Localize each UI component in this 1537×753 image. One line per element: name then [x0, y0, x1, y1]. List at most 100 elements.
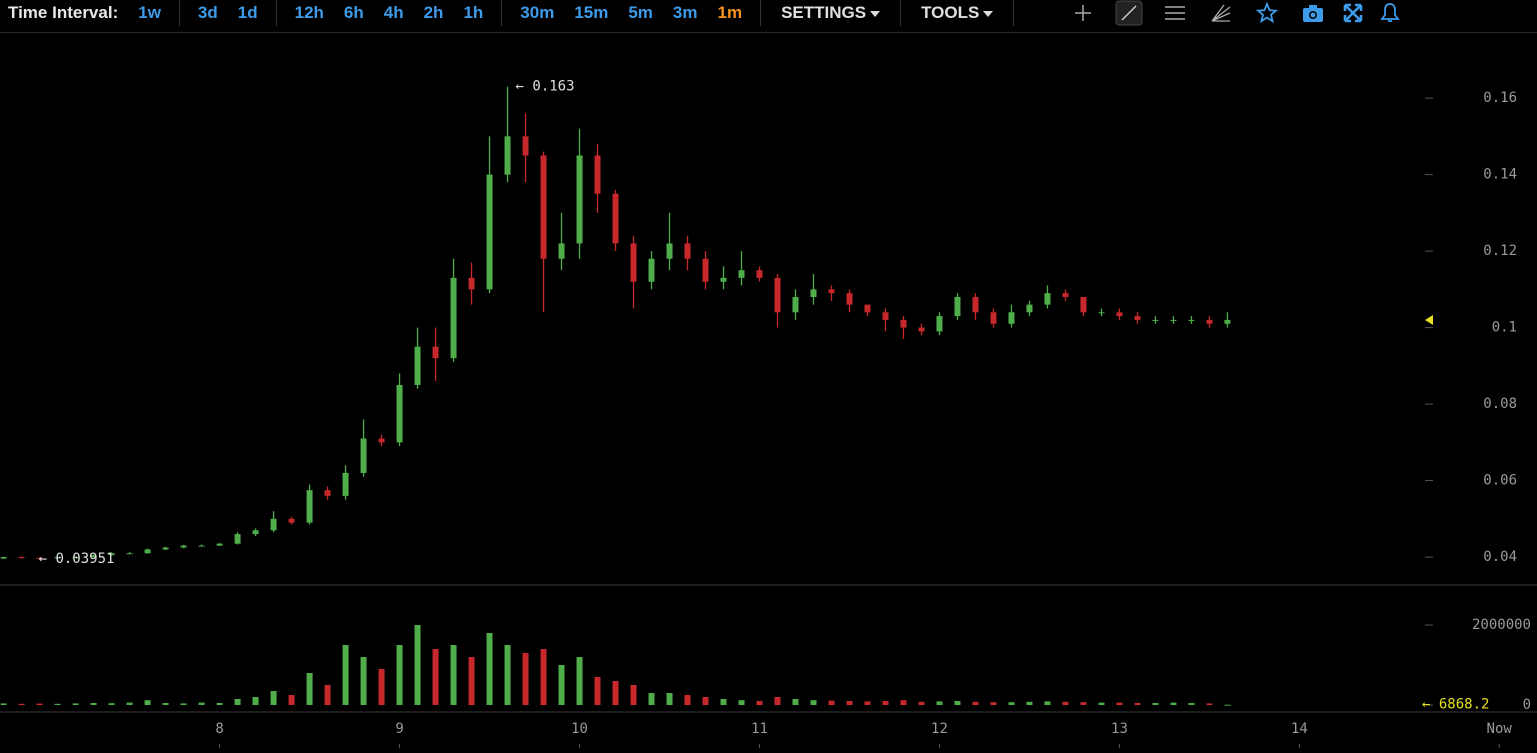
- volume-bar: [954, 701, 961, 705]
- interval-button[interactable]: 1w: [138, 3, 161, 22]
- volume-bar: [450, 645, 457, 705]
- line-tool-button[interactable]: [1106, 0, 1152, 26]
- fan-tool-button[interactable]: [1198, 3, 1244, 23]
- x-tick-label: 14: [1291, 721, 1308, 737]
- interval-button[interactable]: 3m: [672, 3, 698, 22]
- candle-body: [270, 518, 277, 531]
- y-tick-label: 0.14: [1483, 167, 1517, 183]
- candle-body: [1098, 312, 1105, 314]
- volume-bar: [378, 669, 385, 705]
- volume-bar: [1098, 702, 1105, 705]
- y-tick-label: 0.08: [1483, 396, 1517, 412]
- volume-bar: [612, 681, 619, 705]
- candle-body: [396, 384, 403, 443]
- interval-button[interactable]: 12h: [294, 3, 324, 22]
- candle-body: [504, 136, 511, 175]
- favorite-button[interactable]: [1244, 2, 1290, 24]
- screenshot-button[interactable]: [1290, 3, 1336, 23]
- volume-bar: [864, 701, 871, 705]
- interval-button[interactable]: 30m: [520, 3, 555, 22]
- candle-body: [72, 557, 79, 559]
- volume-bar: [936, 701, 943, 705]
- interval-button[interactable]: 3d: [197, 3, 218, 22]
- volume-bar: [324, 685, 331, 705]
- menu-button[interactable]: TOOLS: [921, 3, 994, 23]
- y-tick-label: 0.12: [1483, 243, 1517, 259]
- volume-bar: [90, 703, 97, 705]
- caret: [870, 10, 881, 17]
- x-tick-label: 9: [395, 721, 403, 737]
- menu-label: SETTINGS: [781, 3, 867, 22]
- volume-bar: [1044, 701, 1051, 705]
- alert-button[interactable]: [1370, 2, 1410, 24]
- volume-bar: [1188, 703, 1195, 705]
- interval-button[interactable]: 1d: [237, 3, 258, 22]
- separator: [900, 0, 902, 26]
- candle-body: [558, 243, 565, 259]
- candle-body: [828, 289, 835, 294]
- annotation: ← 6868.2: [1422, 697, 1489, 713]
- y-tick-label: 0.16: [1483, 90, 1517, 106]
- volume-bar: [36, 703, 43, 705]
- volume-bar: [576, 657, 583, 705]
- volume-bar: [774, 697, 781, 705]
- interval-button[interactable]: 2h: [423, 3, 444, 22]
- volume-bar: [846, 701, 853, 705]
- interval-button[interactable]: 5m: [628, 3, 653, 22]
- crosshair-button[interactable]: [1060, 3, 1106, 23]
- volume-bar: [216, 703, 223, 705]
- interval-button[interactable]: 1h: [463, 3, 484, 22]
- volume-bar: [144, 700, 151, 705]
- menu-button[interactable]: SETTINGS: [781, 3, 881, 23]
- candle-body: [288, 518, 295, 523]
- volume-tick-label: 0: [1523, 697, 1531, 713]
- x-tick-label: 8: [215, 721, 223, 737]
- candle-body: [1062, 293, 1069, 297]
- volume-bar: [432, 649, 439, 705]
- volume-bar: [1080, 702, 1087, 705]
- fullscreen-button[interactable]: [1336, 3, 1370, 23]
- candle-body: [180, 545, 187, 548]
- candle-body: [432, 346, 439, 359]
- candle-body: [1224, 319, 1231, 324]
- volume-bar: [342, 645, 349, 705]
- interval-button[interactable]: 4h: [383, 3, 404, 22]
- volume-bar: [414, 625, 421, 705]
- volume-bar: [810, 700, 817, 705]
- candle-body: [846, 293, 853, 305]
- candle-body: [594, 155, 601, 194]
- candle-body: [954, 296, 961, 317]
- candle-body: [648, 258, 655, 282]
- candle-body: [1188, 319, 1195, 321]
- volume-bar: [756, 701, 763, 705]
- volume-bar: [882, 701, 889, 705]
- volume-bar: [396, 645, 403, 705]
- candle-body: [918, 327, 925, 332]
- toolbar-icons: [1060, 0, 1410, 26]
- x-tick-label: 10: [571, 721, 588, 737]
- candle-body: [1134, 316, 1141, 320]
- volume-bar: [108, 703, 115, 705]
- candle-body: [1170, 319, 1177, 321]
- interval-button[interactable]: 1m: [717, 3, 743, 22]
- candle-body: [198, 545, 205, 547]
- volume-bar: [18, 703, 25, 705]
- toolbar: Time Interval: 1w 3d 1d 12h 6h 4h 2h 1h 30m 15m 5m 3…: [0, 0, 1022, 26]
- horizontal-line-button[interactable]: [1152, 4, 1198, 22]
- volume-bar: [702, 697, 709, 705]
- volume-bar: [1134, 703, 1141, 705]
- toolbar-border: [0, 32, 1537, 33]
- candle-body: [684, 243, 691, 259]
- volume-bar: [900, 700, 907, 705]
- candle-body: [468, 277, 475, 290]
- volume-bar: [630, 685, 637, 705]
- interval-button[interactable]: 6h: [343, 3, 364, 22]
- interval-button[interactable]: 15m: [574, 3, 609, 22]
- volume-bar: [1116, 702, 1123, 705]
- x-tick-label: 11: [751, 721, 768, 737]
- candle-body: [486, 174, 493, 290]
- volume-bar: [504, 645, 511, 705]
- candle-body: [252, 530, 259, 535]
- candle-body: [1008, 312, 1015, 324]
- volume-bar: [1206, 703, 1213, 705]
